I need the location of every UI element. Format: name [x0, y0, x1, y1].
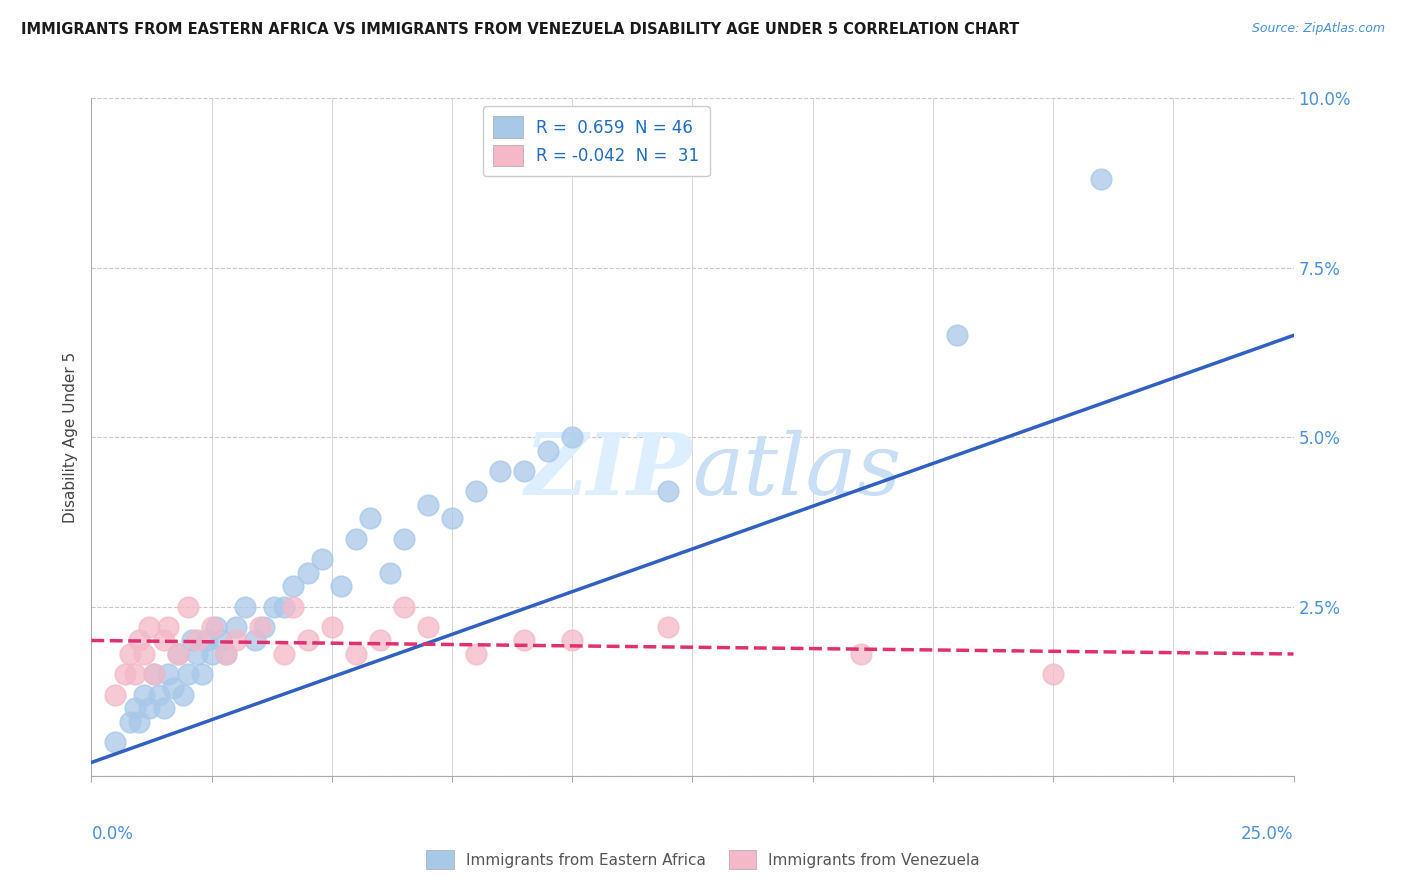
Point: [191, 667, 214, 681]
Point: [201, 647, 224, 661]
Point: [359, 511, 381, 525]
Point: [561, 430, 583, 444]
Point: [205, 620, 228, 634]
Point: [392, 532, 415, 546]
Point: [186, 647, 208, 661]
Point: [195, 633, 218, 648]
Point: [249, 620, 271, 634]
Point: [209, 633, 232, 648]
Point: [233, 599, 256, 614]
Point: [118, 647, 141, 661]
Point: [513, 633, 536, 648]
Point: [167, 647, 190, 661]
Point: [1042, 667, 1064, 681]
Point: [138, 620, 160, 634]
Point: [283, 579, 305, 593]
Point: [142, 667, 165, 681]
Point: [152, 701, 174, 715]
Point: [176, 667, 198, 681]
Point: [104, 688, 127, 702]
Point: [181, 633, 204, 648]
Point: [465, 484, 488, 499]
Point: [561, 633, 583, 648]
Point: [172, 688, 194, 702]
Point: [186, 633, 208, 648]
Point: [321, 620, 343, 634]
Point: [157, 667, 180, 681]
Y-axis label: Disability Age Under 5: Disability Age Under 5: [63, 351, 79, 523]
Point: [537, 443, 560, 458]
Point: [657, 620, 679, 634]
Point: [201, 620, 224, 634]
Point: [330, 579, 353, 593]
Point: [225, 633, 247, 648]
Point: [311, 552, 333, 566]
Point: [513, 464, 536, 478]
Point: [489, 464, 512, 478]
Point: [297, 566, 319, 580]
Point: [134, 647, 156, 661]
Point: [273, 647, 295, 661]
Point: [253, 620, 276, 634]
Point: [273, 599, 295, 614]
Point: [283, 599, 305, 614]
Point: [134, 688, 156, 702]
Point: [849, 647, 872, 661]
Legend: Immigrants from Eastern Africa, Immigrants from Venezuela: Immigrants from Eastern Africa, Immigran…: [420, 844, 986, 875]
Point: [378, 566, 401, 580]
Point: [225, 620, 247, 634]
Point: [104, 735, 127, 749]
Point: [243, 633, 266, 648]
Point: [128, 633, 150, 648]
Point: [1090, 172, 1112, 186]
Text: 25.0%: 25.0%: [1241, 825, 1294, 843]
Text: ZIP: ZIP: [524, 429, 692, 513]
Point: [465, 647, 488, 661]
Point: [657, 484, 679, 499]
Point: [124, 667, 146, 681]
Point: [138, 701, 160, 715]
Point: [157, 620, 180, 634]
Point: [142, 667, 165, 681]
Point: [946, 328, 969, 343]
Point: [263, 599, 285, 614]
Point: [118, 714, 141, 729]
Text: 0.0%: 0.0%: [91, 825, 134, 843]
Point: [162, 681, 184, 695]
Point: [368, 633, 391, 648]
Point: [215, 647, 238, 661]
Point: [128, 714, 150, 729]
Point: [392, 599, 415, 614]
Point: [416, 498, 439, 512]
Point: [440, 511, 463, 525]
Point: [114, 667, 136, 681]
Legend: R =  0.659  N = 46, R = -0.042  N =  31: R = 0.659 N = 46, R = -0.042 N = 31: [484, 106, 710, 176]
Point: [124, 701, 146, 715]
Point: [152, 633, 174, 648]
Text: Source: ZipAtlas.com: Source: ZipAtlas.com: [1251, 22, 1385, 36]
Point: [215, 647, 238, 661]
Point: [176, 599, 198, 614]
Point: [148, 688, 170, 702]
Point: [167, 647, 190, 661]
Text: IMMIGRANTS FROM EASTERN AFRICA VS IMMIGRANTS FROM VENEZUELA DISABILITY AGE UNDER: IMMIGRANTS FROM EASTERN AFRICA VS IMMIGR…: [21, 22, 1019, 37]
Text: atlas: atlas: [692, 430, 901, 512]
Point: [297, 633, 319, 648]
Point: [416, 620, 439, 634]
Point: [344, 532, 367, 546]
Point: [344, 647, 367, 661]
